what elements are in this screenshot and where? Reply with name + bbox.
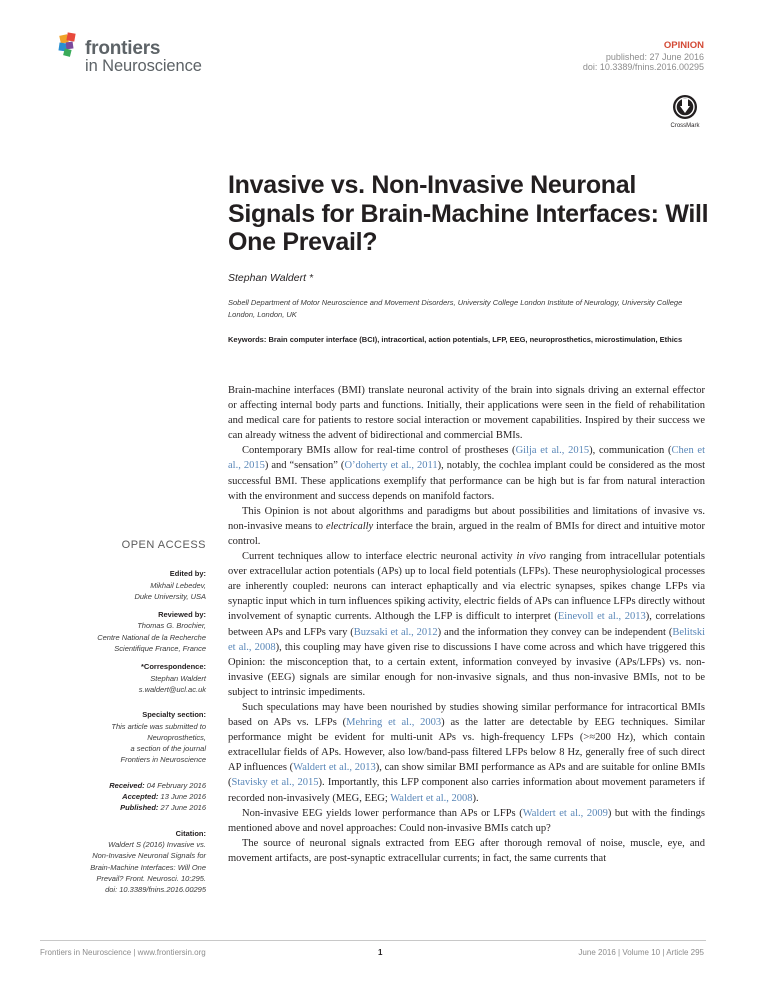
- text-run: ).: [472, 792, 479, 804]
- author[interactable]: Stephan Waldert *: [228, 272, 314, 284]
- citation-line: Prevail? Front. Neurosci. 10:295.: [96, 873, 206, 883]
- citation-label: Citation:: [175, 828, 206, 838]
- citation-link[interactable]: Waldert et al., 2013: [293, 762, 376, 774]
- body-paragraph: This Opinion is not about algorithms and…: [228, 504, 705, 549]
- citation-link[interactable]: O’doherty et al., 2011: [344, 460, 438, 472]
- text-run: ), this coupling may have given rise to …: [228, 641, 706, 698]
- article-body: Brain-machine interfaces (BMI) translate…: [228, 383, 705, 866]
- published-date-sidebar: Published: 27 June 2016: [40, 802, 206, 813]
- body-paragraph: Brain-machine interfaces (BMI) translate…: [228, 385, 705, 442]
- body-paragraph: Current techniques allow to interface el…: [228, 549, 705, 700]
- article-title: Invasive vs. Non-Invasive Neuronal Signa…: [228, 171, 709, 256]
- article-meta-header: OPINION published: 27 June 2016 doi: 10.…: [582, 40, 704, 73]
- correspondence-label: *Correspondence:: [140, 662, 206, 672]
- published-label: Published:: [120, 803, 159, 813]
- received-label: Received:: [109, 780, 145, 790]
- text-run: ), communication (: [589, 445, 672, 457]
- specialty-line: a section of the journal: [130, 744, 206, 754]
- editor-name: Mikhail Lebedev,: [150, 580, 206, 590]
- doi[interactable]: doi: 10.3389/fnins.2016.00295: [582, 62, 704, 72]
- text-run: ) but with the findings mentioned above …: [228, 807, 706, 834]
- crossmark-label: CrossMark: [670, 123, 700, 129]
- specialty-line: This article was submitted to: [111, 721, 206, 731]
- citation-link[interactable]: Chen et al., 2015: [228, 445, 705, 472]
- accepted-date: Accepted: 13 June 2016: [40, 791, 206, 802]
- footer-volume: June 2016 | Volume 10 | Article 295: [578, 948, 704, 957]
- text-run: ). Importantly, this LFP component also …: [228, 777, 706, 804]
- editor-affiliation: Duke University, USA: [134, 591, 206, 601]
- published-value: 27 June 2016: [160, 803, 206, 813]
- footer-journal[interactable]: Frontiers in Neuroscience | www.frontier…: [40, 948, 206, 957]
- received-value: 04 February 2016: [146, 780, 206, 790]
- specialty-line: Frontiers in Neuroscience: [120, 755, 206, 765]
- text-run: ) and “sensation” (: [264, 460, 345, 472]
- journal-name: in Neuroscience: [85, 57, 202, 75]
- body-paragraph: The source of neuronal signals extracted…: [228, 837, 705, 864]
- text-run: Non-invasive EEG yields lower performanc…: [242, 807, 523, 819]
- keywords-list: Brain computer interface (BCI), intracor…: [268, 335, 683, 344]
- reviewer-affiliation: Scientifique France, France: [114, 644, 206, 654]
- correspondence-email[interactable]: s.waldert@ucl.ac.uk: [138, 684, 206, 694]
- open-access-label: OPEN ACCESS: [121, 539, 206, 551]
- accepted-value: 13 June 2016: [160, 792, 206, 802]
- citation-link[interactable]: Stavisky et al., 2015: [231, 777, 319, 789]
- frontiers-logo-icon: [58, 32, 76, 57]
- keywords-label: Keywords:: [228, 335, 267, 344]
- published-date: published: 27 June 2016: [605, 51, 704, 62]
- citation-line[interactable]: doi: 10.3389/fnins.2016.00295: [105, 885, 206, 895]
- correspondence-name: Stephan Waldert: [150, 673, 206, 683]
- keywords: Keywords: Brain computer interface (BCI)…: [228, 333, 705, 346]
- citation-link[interactable]: Mehring et al., 2003: [346, 717, 442, 729]
- text-run: Contemporary BMIs allow for real-time co…: [242, 445, 516, 457]
- edited-by-label: Edited by:: [169, 569, 206, 579]
- citation-link[interactable]: Waldert et al., 2009: [522, 807, 608, 819]
- specialty-line: Neuroprosthetics,: [147, 732, 206, 742]
- citation-line: Brain-Machine Interfaces: Will One: [90, 862, 206, 872]
- crossmark-icon: [673, 95, 697, 119]
- text-run: ) as the latter are detectable by EEG te…: [228, 717, 705, 774]
- page-number: 1: [378, 948, 383, 957]
- citation-link[interactable]: Waldert et al., 2008: [390, 792, 473, 804]
- affiliation: Sobell Department of Motor Neuroscience …: [228, 298, 683, 319]
- reviewer-name: Thomas G. Brochier,: [137, 621, 206, 631]
- text-run: ), can show similar BMI performance as A…: [228, 762, 705, 789]
- text-run: ranging from intracellular potentials ov…: [228, 551, 705, 623]
- journal-brand: frontiers: [85, 38, 161, 59]
- sidebar: OPEN ACCESS Edited by: Mikhail Lebedev, …: [40, 539, 206, 895]
- citation-link[interactable]: Einevoll et al., 2013: [557, 611, 646, 623]
- accepted-label: Accepted:: [122, 792, 159, 802]
- citation-link[interactable]: Buzsaki et al., 2012: [353, 626, 438, 638]
- reviewed-by-label: Reviewed by:: [158, 610, 206, 620]
- received-date: Received: 04 February 2016: [40, 780, 206, 791]
- text-run: ) and the information they convey can be…: [437, 626, 673, 638]
- emphasis-text: in vivo: [516, 551, 546, 563]
- journal-logo[interactable]: frontiers in Neuroscience: [58, 32, 218, 78]
- body-paragraph: Non-invasive EEG yields lower performanc…: [228, 806, 705, 836]
- text-run: interface the brain, argued in the realm…: [228, 520, 706, 547]
- citation-link[interactable]: Belitski et al., 2008: [228, 626, 706, 653]
- text-run: Current techniques allow to interface el…: [242, 551, 517, 563]
- text-run: This Opinion is not about algorithms and…: [228, 505, 705, 532]
- text-run: Such speculations may have been nourishe…: [228, 701, 705, 729]
- citation-link[interactable]: Gilja et al., 2015: [515, 445, 590, 457]
- body-paragraph: Such speculations may have been nourishe…: [228, 700, 705, 806]
- citation-line: Non-Invasive Neuronal Signals for: [92, 851, 206, 861]
- crossmark-badge[interactable]: CrossMark: [667, 93, 703, 135]
- footer-divider: [40, 940, 706, 941]
- body-paragraph: Contemporary BMIs allow for real-time co…: [228, 443, 705, 503]
- reviewer-affiliation: Centre National de la Recherche: [97, 632, 206, 642]
- text-run: ), correlations between APs and LFPs var…: [228, 611, 706, 638]
- text-run: ), notably, the cochlea implant could be…: [228, 460, 705, 502]
- citation-line: Waldert S (2016) Invasive vs.: [108, 839, 206, 849]
- article-type: OPINION: [663, 40, 704, 51]
- specialty-section-label: Specialty section:: [142, 710, 206, 720]
- emphasis-text: electrically: [325, 520, 374, 532]
